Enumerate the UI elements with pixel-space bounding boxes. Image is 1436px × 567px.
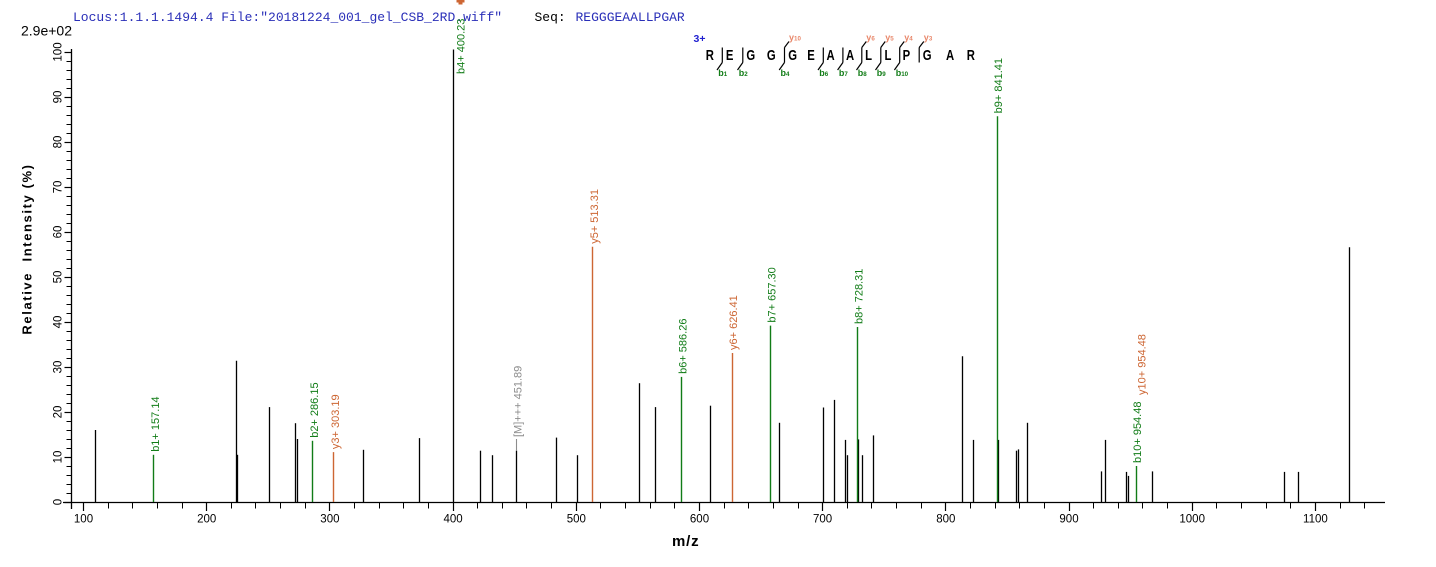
svg-text:y10: y10 (789, 33, 801, 43)
svg-text:400: 400 (444, 514, 463, 526)
svg-text:R: R (706, 47, 715, 64)
svg-text:90: 90 (53, 91, 65, 104)
svg-text:3+: 3+ (694, 33, 706, 45)
svg-text:b8+ 728.31: b8+ 728.31 (853, 269, 865, 324)
svg-text:40: 40 (53, 316, 65, 329)
svg-text:2.9e+02: 2.9e+02 (21, 23, 72, 39)
svg-text:50: 50 (53, 271, 65, 284)
svg-text:[M]+++ 451.89: [M]+++ 451.89 (513, 366, 525, 437)
svg-text:b2+ 286.15: b2+ 286.15 (309, 382, 321, 437)
svg-text:A: A (846, 47, 855, 64)
svg-text:y3: y3 (924, 33, 933, 43)
svg-text:b4+ 400.23: b4+ 400.23 (456, 19, 468, 74)
svg-text:30: 30 (53, 361, 65, 374)
svg-text:b9+ 841.41: b9+ 841.41 (993, 58, 1005, 113)
svg-text:500: 500 (567, 514, 586, 526)
svg-text:G: G (788, 47, 797, 64)
svg-text:L: L (865, 47, 872, 64)
svg-text:600: 600 (690, 514, 709, 526)
svg-text:700: 700 (813, 514, 832, 526)
svg-text:b6: b6 (819, 68, 829, 78)
svg-text:800: 800 (936, 514, 955, 526)
svg-text:b8: b8 (858, 68, 868, 78)
svg-text:E: E (807, 47, 815, 64)
svg-text:y5+ 513.31: y5+ 513.31 (589, 189, 601, 244)
svg-text:b10+ 954.48: b10+ 954.48 (1132, 402, 1144, 463)
svg-text:1100: 1100 (1303, 514, 1328, 526)
svg-text:0: 0 (53, 499, 65, 505)
svg-text:y4: y4 (904, 33, 913, 43)
svg-text:P: P (903, 47, 911, 64)
svg-text:b2: b2 (739, 68, 749, 78)
svg-text:E: E (726, 47, 734, 64)
svg-text:L: L (885, 47, 892, 64)
svg-text:10: 10 (53, 451, 65, 464)
svg-text:70: 70 (53, 181, 65, 194)
svg-text:b9: b9 (877, 68, 887, 78)
svg-text:200: 200 (197, 514, 216, 526)
svg-text:900: 900 (1059, 514, 1078, 526)
svg-text:A: A (946, 47, 955, 64)
svg-text:300: 300 (320, 514, 339, 526)
svg-text:b1: b1 (718, 68, 728, 78)
svg-text:b4: b4 (781, 68, 791, 78)
svg-text:100: 100 (74, 514, 93, 526)
svg-text:b10: b10 (896, 68, 909, 78)
svg-text:20: 20 (53, 406, 65, 419)
svg-text:G: G (746, 47, 755, 64)
svg-text:b7+ 657.30: b7+ 657.30 (767, 267, 779, 322)
svg-text:1000: 1000 (1179, 514, 1205, 526)
svg-text:b1+ 157.14: b1+ 157.14 (150, 396, 162, 451)
svg-text:y6+ 626.41: y6+ 626.41 (728, 295, 740, 350)
svg-text:G: G (923, 47, 932, 64)
svg-text:b7: b7 (839, 68, 849, 78)
svg-text:b6+ 586.26: b6+ 586.26 (678, 319, 690, 374)
svg-text:100: 100 (53, 42, 65, 61)
svg-text:y5: y5 (885, 33, 894, 43)
svg-text:y10+ 954.48: y10+ 954.48 (1137, 334, 1149, 395)
svg-text:REGGGEAALLPGAR: REGGGEAALLPGAR (576, 10, 685, 25)
svg-text:60: 60 (53, 226, 65, 239)
svg-text:A: A (827, 47, 836, 64)
svg-text:m/z: m/z (672, 533, 699, 550)
svg-text:y6: y6 (866, 33, 875, 43)
svg-text:Seq:: Seq: (535, 10, 566, 25)
svg-text:R: R (967, 47, 976, 64)
svg-text:y3+ 303.19: y3+ 303.19 (330, 394, 342, 449)
svg-text:Locus:1.1.1.1494.4 File:"20181: Locus:1.1.1.1494.4 File:"20181224_001_ge… (73, 10, 502, 25)
svg-text:G: G (767, 47, 776, 64)
svg-text:80: 80 (53, 136, 65, 149)
svg-text:Relative Intensity (%): Relative Intensity (%) (20, 163, 35, 334)
